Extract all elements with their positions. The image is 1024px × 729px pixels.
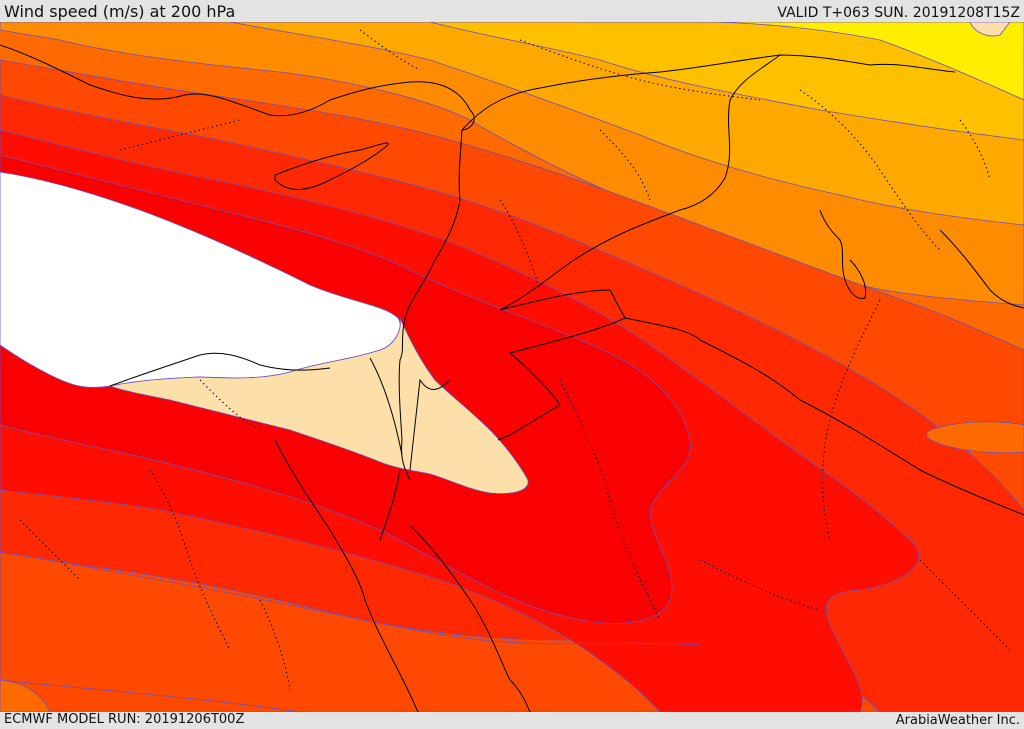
admin-line-5 bbox=[599, 129, 651, 201]
admin-line-10 bbox=[699, 559, 821, 611]
cyprus bbox=[274, 142, 389, 190]
contour-south-1 bbox=[0, 551, 701, 646]
contour-south-2 bbox=[0, 679, 301, 712]
border-turkey-syria bbox=[461, 54, 956, 131]
border-syria-iraq bbox=[499, 54, 781, 311]
band-yellow bbox=[580, 22, 1024, 101]
persian-gulf-coast bbox=[939, 229, 1024, 309]
red-sea-east bbox=[379, 469, 531, 712]
admin-line-15 bbox=[259, 599, 291, 691]
admin-line-11 bbox=[919, 559, 1011, 651]
caspian-lake bbox=[819, 209, 867, 299]
coast-levant bbox=[398, 129, 463, 481]
admin-line-7 bbox=[559, 379, 661, 621]
footer-bar: ECMWF MODEL RUN: 20191206T00Z ArabiaWeat… bbox=[0, 712, 1024, 729]
yellow-pocket bbox=[969, 22, 1011, 37]
admin-line-1 bbox=[119, 119, 241, 151]
pocket-southwest bbox=[0, 679, 51, 712]
admin-line-8 bbox=[149, 469, 231, 651]
low-speed-pocket bbox=[108, 317, 529, 494]
admin-line-3 bbox=[519, 39, 761, 101]
model-run: ECMWF MODEL RUN: 20191206T00Z bbox=[4, 712, 245, 727]
admin-line-2 bbox=[359, 29, 421, 71]
pocket-east bbox=[926, 421, 1024, 454]
border-sinai bbox=[369, 357, 451, 471]
map-title: Wind speed (m/s) at 200 hPa bbox=[4, 2, 236, 21]
valid-time: VALID T+063 SUN. 20191208T15Z bbox=[777, 5, 1020, 21]
credit: ArabiaWeather Inc. bbox=[895, 713, 1020, 728]
band-gold bbox=[429, 22, 1024, 141]
border-jordan-saudi bbox=[499, 289, 1024, 516]
wind-speed-map[interactable] bbox=[0, 22, 1024, 712]
header-bar: Wind speed (m/s) at 200 hPa VALID T+063 … bbox=[0, 0, 1024, 22]
admin-line-12 bbox=[199, 379, 261, 431]
admin-line-4 bbox=[799, 89, 941, 251]
red-sea-west bbox=[274, 439, 419, 712]
coast-egypt bbox=[109, 352, 331, 387]
coastline-turkey bbox=[0, 44, 475, 131]
admin-line-13 bbox=[499, 199, 541, 291]
admin-line-6 bbox=[822, 299, 881, 541]
border-saudi-iraq bbox=[497, 317, 626, 441]
